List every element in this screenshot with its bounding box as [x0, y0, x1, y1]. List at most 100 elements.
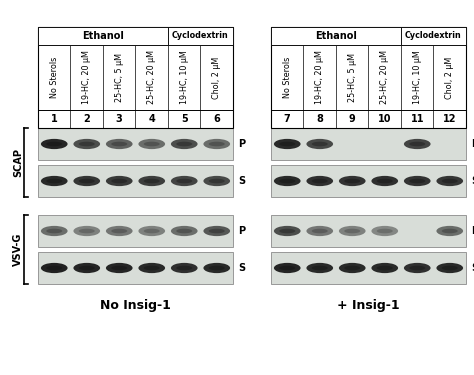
Ellipse shape	[79, 229, 95, 233]
Ellipse shape	[274, 226, 301, 236]
Bar	[38, 27, 233, 128]
Text: 1: 1	[51, 114, 58, 124]
Text: 12: 12	[443, 114, 456, 124]
Ellipse shape	[306, 226, 333, 236]
Ellipse shape	[106, 176, 133, 186]
Text: Cyclodextrin: Cyclodextrin	[405, 32, 462, 40]
Ellipse shape	[344, 229, 360, 233]
Text: 25-HC, 20 μM: 25-HC, 20 μM	[147, 51, 156, 105]
Ellipse shape	[171, 263, 198, 273]
Text: No Sterols: No Sterols	[50, 57, 59, 98]
Ellipse shape	[73, 263, 100, 273]
Ellipse shape	[437, 226, 463, 236]
Ellipse shape	[279, 229, 295, 233]
Bar	[38, 128, 233, 160]
Ellipse shape	[203, 226, 230, 236]
Ellipse shape	[209, 229, 225, 233]
Text: 25-HC, 20 μM: 25-HC, 20 μM	[380, 51, 389, 105]
Ellipse shape	[274, 176, 301, 186]
Ellipse shape	[171, 226, 198, 236]
Ellipse shape	[176, 266, 192, 270]
Ellipse shape	[344, 266, 360, 270]
Ellipse shape	[111, 229, 127, 233]
Ellipse shape	[372, 263, 398, 273]
Ellipse shape	[138, 176, 165, 186]
Bar	[271, 165, 466, 197]
Ellipse shape	[203, 176, 230, 186]
Ellipse shape	[144, 229, 160, 233]
Ellipse shape	[372, 176, 398, 186]
Ellipse shape	[209, 266, 225, 270]
Ellipse shape	[442, 266, 458, 270]
Ellipse shape	[306, 176, 333, 186]
Text: 25-HC, 5 μM: 25-HC, 5 μM	[348, 53, 357, 102]
Text: S: S	[238, 176, 245, 186]
Text: No Sterols: No Sterols	[283, 57, 292, 98]
Ellipse shape	[46, 266, 62, 270]
Text: No Insig-1: No Insig-1	[100, 299, 171, 312]
Ellipse shape	[209, 142, 225, 146]
Ellipse shape	[41, 176, 68, 186]
Ellipse shape	[339, 176, 365, 186]
Ellipse shape	[306, 263, 333, 273]
Ellipse shape	[138, 226, 165, 236]
Ellipse shape	[404, 139, 430, 149]
Ellipse shape	[442, 179, 458, 183]
Text: 19-HC, 10 μM: 19-HC, 10 μM	[180, 51, 189, 104]
Text: 8: 8	[316, 114, 323, 124]
Text: 25-HC, 5 μM: 25-HC, 5 μM	[115, 53, 124, 102]
Ellipse shape	[279, 266, 295, 270]
Text: 2: 2	[83, 114, 90, 124]
Text: 7: 7	[284, 114, 291, 124]
Text: P: P	[471, 139, 474, 149]
Text: 19-HC, 20 μM: 19-HC, 20 μM	[315, 51, 324, 104]
Text: S: S	[471, 263, 474, 273]
Ellipse shape	[312, 179, 328, 183]
Ellipse shape	[79, 179, 95, 183]
Ellipse shape	[404, 263, 430, 273]
Text: 10: 10	[378, 114, 392, 124]
Bar	[271, 27, 466, 128]
Ellipse shape	[176, 179, 192, 183]
Ellipse shape	[41, 263, 68, 273]
Ellipse shape	[106, 263, 133, 273]
Text: Ethanol: Ethanol	[82, 31, 124, 41]
Bar	[271, 128, 466, 160]
Ellipse shape	[73, 226, 100, 236]
Text: + Insig-1: + Insig-1	[337, 299, 400, 312]
Text: P: P	[238, 139, 245, 149]
Bar	[38, 27, 168, 45]
Text: 19-HC, 20 μM: 19-HC, 20 μM	[82, 51, 91, 104]
Ellipse shape	[203, 139, 230, 149]
Text: 3: 3	[116, 114, 123, 124]
Ellipse shape	[144, 266, 160, 270]
Ellipse shape	[274, 139, 301, 149]
Ellipse shape	[404, 176, 430, 186]
Ellipse shape	[372, 226, 398, 236]
Ellipse shape	[409, 179, 425, 183]
Ellipse shape	[171, 176, 198, 186]
Ellipse shape	[377, 229, 393, 233]
Ellipse shape	[171, 139, 198, 149]
Bar	[38, 252, 233, 284]
Text: SCAP: SCAP	[13, 148, 23, 177]
Ellipse shape	[41, 226, 68, 236]
Text: Chol, 2 μM: Chol, 2 μM	[445, 56, 454, 99]
Ellipse shape	[46, 179, 62, 183]
Ellipse shape	[73, 139, 100, 149]
Ellipse shape	[339, 226, 365, 236]
Ellipse shape	[106, 139, 133, 149]
Text: 5: 5	[181, 114, 188, 124]
Ellipse shape	[138, 263, 165, 273]
Ellipse shape	[46, 229, 62, 233]
Ellipse shape	[377, 266, 393, 270]
Ellipse shape	[437, 176, 463, 186]
Bar	[38, 165, 233, 197]
Ellipse shape	[209, 179, 225, 183]
Ellipse shape	[176, 142, 192, 146]
Ellipse shape	[409, 266, 425, 270]
Bar	[38, 215, 233, 247]
Ellipse shape	[409, 142, 425, 146]
Bar	[168, 27, 233, 45]
Ellipse shape	[442, 229, 458, 233]
